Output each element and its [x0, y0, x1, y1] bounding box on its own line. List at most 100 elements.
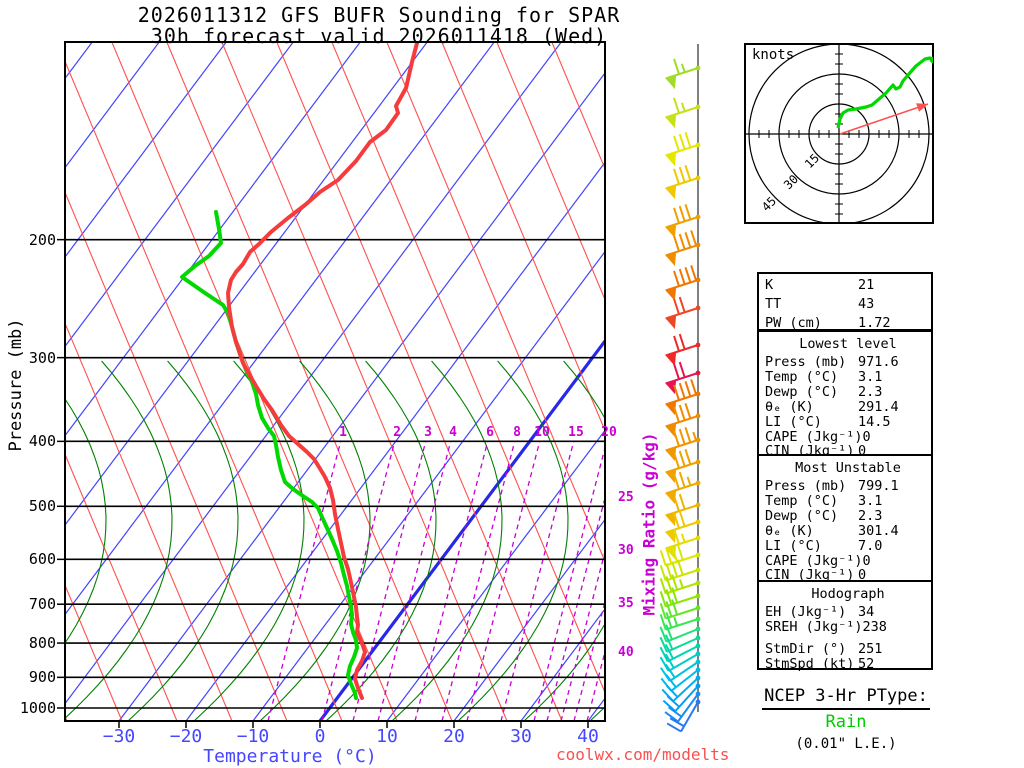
info-row: Press (mb) 799.1 [765, 479, 931, 494]
info-row-value: 0 [858, 567, 867, 584]
pressure-tick-label: 700 [28, 595, 56, 613]
ptype-title: NCEP 3-Hr PType: [736, 686, 956, 710]
info-row-value: 799.1 [858, 478, 899, 494]
wind-barb [665, 265, 701, 302]
wind-barb [665, 361, 701, 395]
info-row-value: 291.4 [858, 398, 899, 415]
temperature-tick-label: 30 [510, 726, 532, 747]
wind-barb [665, 471, 701, 505]
wind-barb [666, 699, 701, 733]
storm-motion-arrow [839, 103, 929, 135]
info-row-label: PW (cm) [765, 315, 822, 331]
mixing-ratio-label: 2 [393, 425, 401, 440]
pressure-tick-label: 500 [28, 497, 56, 515]
wind-barb [659, 624, 701, 643]
dry-adiabat-line [65, 321, 233, 721]
info-row-value: 2.3 [858, 383, 883, 400]
mixing-ratio-line [441, 440, 516, 721]
pressure-tick-label: 800 [28, 634, 56, 652]
mixing-ratio-label: 15 [568, 425, 584, 440]
chart-title-line1: 2026011312 GFS BUFR Sounding for SPAR [137, 3, 621, 27]
wind-barb [659, 599, 701, 620]
info-row-value: 971.6 [858, 354, 899, 370]
info-row-label: K [765, 277, 774, 293]
temperature-curve [226, 42, 419, 700]
info-row-label: Press (mb) [765, 478, 847, 494]
moist-adiabat-line [391, 360, 503, 721]
moist-adiabat-line [457, 360, 569, 721]
temperature-tick-label: −30 [102, 726, 136, 747]
sounding-curves [180, 42, 419, 700]
wind-barb-column [659, 44, 701, 733]
info-row-value: 14.5 [858, 413, 891, 430]
info-row-value: 238 [862, 619, 887, 635]
info-row: LI (°C) 14.5 [765, 413, 931, 430]
info-row-value: 43 [858, 296, 875, 312]
info-row: Dewp (°C) 2.3 [765, 383, 931, 400]
mixing-ratio-label: 4 [449, 425, 457, 440]
wind-barb [659, 643, 701, 663]
info-row: StmSpd (kt) 52 [765, 657, 931, 672]
info-box-most-unstable: Most Unstable Press (mb) 799.1 Temp (°C) 3.1… [757, 454, 933, 583]
pressure-tick-label: 1000 [19, 699, 56, 717]
wind-barb [665, 510, 701, 544]
wind-barb [660, 659, 701, 682]
info-row-label: SREH (Jkg⁻¹) [765, 619, 863, 635]
info-row-label: Dewp (°C) [765, 507, 839, 524]
mixing-ratio-label: 20 [601, 425, 617, 440]
mixing-ratio-right-label: 35 [618, 596, 634, 611]
mixing-ratio-line [267, 440, 342, 721]
dry-adiabat-line [496, 42, 605, 301]
mixing-ratio-label: 6 [486, 425, 494, 440]
dry-adiabat-line [551, 42, 605, 171]
isotherm-line [65, 42, 495, 616]
mixing-ratio-right-label: 40 [618, 645, 634, 660]
info-row-value: 0 [858, 443, 867, 460]
isotherm-line [118, 71, 605, 721]
info-row: CAPE (Jkg⁻¹) 0 [765, 552, 931, 569]
dewpoint-curve [180, 210, 359, 700]
moist-adiabat-line [523, 360, 605, 721]
info-row: CIN (Jkg⁻¹) 0 [765, 568, 931, 583]
dry-adiabat-line [276, 42, 563, 721]
wind-barb [665, 58, 701, 90]
dry-adiabat-line [166, 42, 453, 721]
plot-frame [64, 41, 606, 722]
temperature-axis-label: Temperature (°C) [203, 746, 377, 767]
info-row: CAPE (Jkg⁻¹) 0 [765, 429, 931, 445]
mixing-ratio-right-label: 25 [618, 490, 634, 505]
mixing-ratio-line [500, 440, 575, 721]
info-row-label: Temp (°C) [765, 492, 839, 509]
info-row: θₑ (K) 301.4 [765, 523, 931, 539]
isotherm-line [65, 42, 160, 169]
wind-barb [659, 612, 701, 631]
info-box-title: Most Unstable [795, 460, 901, 476]
dry-adiabat-line [65, 60, 343, 721]
isotherm-line [65, 42, 361, 437]
info-row-label: CIN (Jkg⁻¹) [765, 567, 855, 584]
info-row-value: 0 [862, 552, 871, 569]
moist-adiabat-line [127, 360, 239, 721]
pressure-tick-label: 300 [28, 349, 56, 367]
info-row-label: StmSpd (kt) [765, 656, 855, 672]
wind-barb [665, 379, 701, 416]
info-row: LI (°C) 7.0 [765, 537, 931, 554]
info-row-label: θₑ (K) [765, 398, 814, 415]
mixing-ratio-axis-label: Mixing Ratio (g/kg) [639, 432, 659, 616]
info-row-value: 7.0 [858, 537, 883, 554]
info-row-label: CAPE (Jkg⁻¹) [765, 552, 863, 569]
isotherm-line [65, 42, 294, 348]
pressure-tick-label: 600 [28, 550, 56, 568]
info-row-label: LI (°C) [765, 537, 822, 554]
moist-adiabat-line [65, 360, 173, 719]
info-box-title: Hodograph [811, 586, 885, 602]
wind-barb [659, 651, 701, 672]
dry-adiabat-line [221, 42, 508, 721]
isotherm-line [453, 518, 605, 721]
info-row: Temp (°C) 3.1 [765, 370, 931, 385]
info-row: Dewp (°C) 2.3 [765, 507, 931, 524]
mixing-ratio-line [546, 495, 605, 721]
wind-barb [659, 574, 701, 595]
